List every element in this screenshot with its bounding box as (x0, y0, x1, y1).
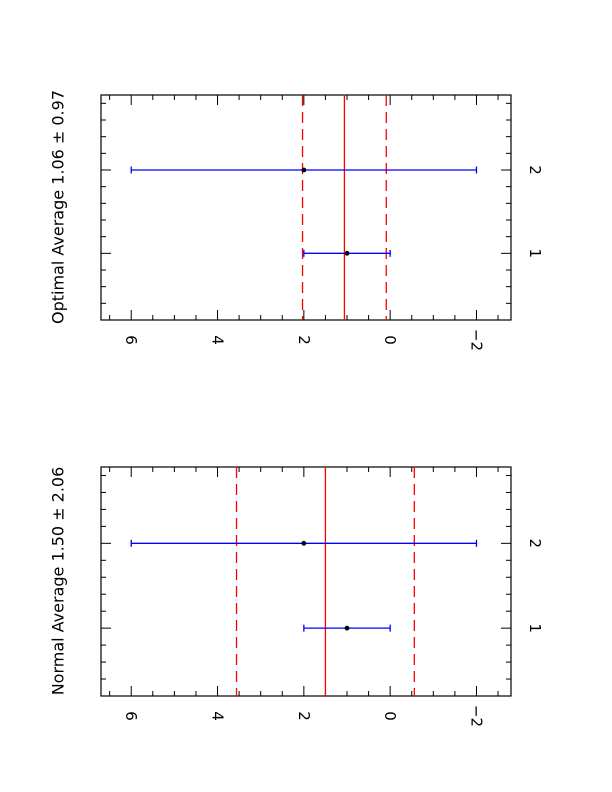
y-tick-label: 4 (209, 711, 227, 721)
x-tick-label: 2 (526, 539, 544, 549)
y-tick-label: 6 (122, 711, 140, 721)
plot-frame (100, 94, 512, 321)
y-tick-label: 4 (209, 335, 227, 345)
y-tick-label: 0 (381, 711, 399, 721)
y-tick-label: 2 (295, 335, 313, 345)
data-point (301, 167, 307, 173)
data-point (301, 540, 307, 546)
y-tick-label: 0 (381, 335, 399, 345)
data-point (344, 250, 350, 256)
chart-panel-1: 6 4 2 0 −2 1 2 Optimal Average 1.06 ± 0.97 (49, 90, 545, 351)
x-tick-label: 1 (526, 623, 544, 633)
panel-title: Optimal Average 1.06 ± 0.97 (49, 90, 68, 324)
y-tick-label: 2 (295, 711, 313, 721)
plot-frame (100, 466, 512, 697)
x-tick-label: 1 (526, 249, 544, 259)
chart-panel-2: 6 4 2 0 −2 1 2 Normal Average 1.50 ± 2.06 (49, 466, 544, 727)
panel-title: Normal Average 1.50 ± 2.06 (49, 467, 68, 696)
y-tick-label: −2 (467, 705, 485, 727)
y-tick-label: 6 (122, 335, 140, 345)
y-tick-label: −2 (467, 329, 485, 351)
data-point (344, 625, 350, 631)
x-tick-label: 2 (526, 165, 544, 175)
